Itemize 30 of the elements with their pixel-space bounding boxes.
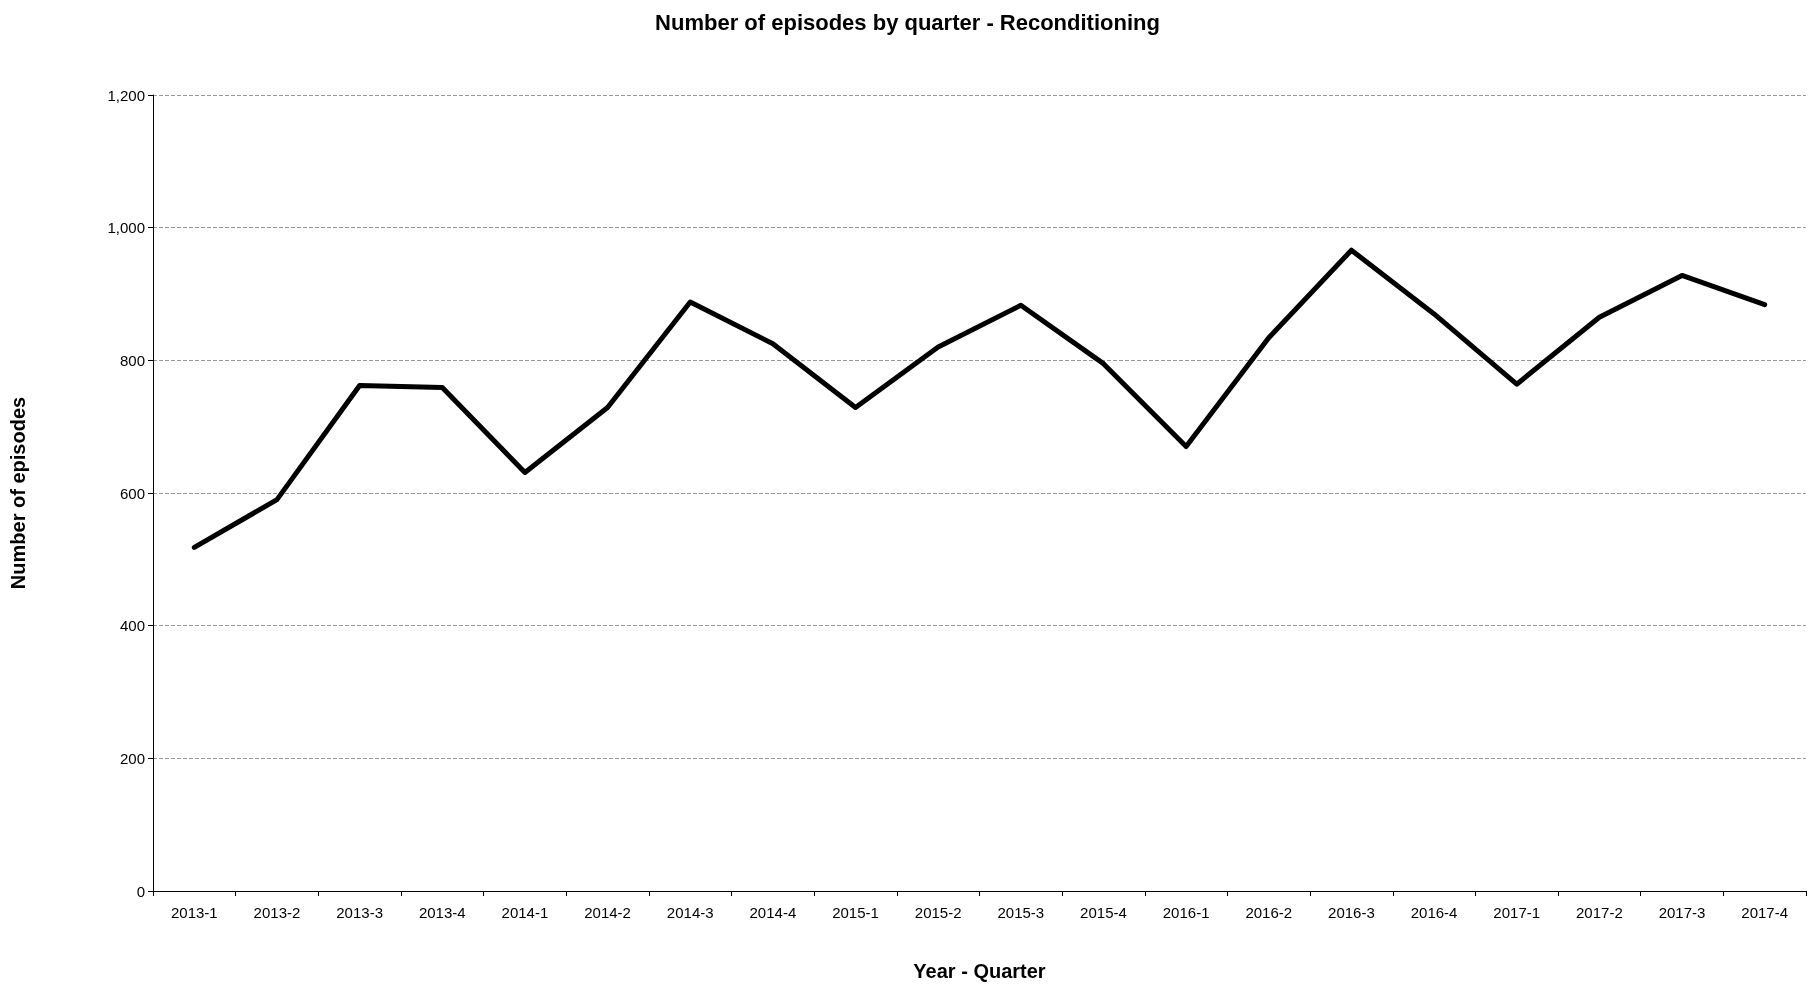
y-tick-label: 1,200 bbox=[107, 86, 145, 104]
x-tick-label: 2015-3 bbox=[997, 904, 1045, 921]
chart-title: Number of episodes by quarter - Reconditioning bbox=[655, 9, 1160, 35]
x-tick-label: 2017-1 bbox=[1493, 904, 1541, 921]
x-tick-label: 2014-1 bbox=[501, 904, 549, 921]
x-tick-label: 2015-1 bbox=[832, 904, 879, 921]
x-tick-label: 2013-2 bbox=[253, 904, 301, 921]
x-tick-label: 2013-4 bbox=[418, 904, 466, 921]
x-tick-label: 2016-4 bbox=[1410, 904, 1458, 921]
x-tick-label: 2016-1 bbox=[1162, 904, 1210, 921]
x-tick-label: 2017-4 bbox=[1741, 904, 1789, 921]
y-tick-label: 600 bbox=[119, 484, 145, 502]
x-tick-label: 2016-3 bbox=[1328, 904, 1375, 921]
x-tick-label: 2014-4 bbox=[749, 904, 797, 921]
y-tick-label: 800 bbox=[119, 351, 145, 369]
y-tick-label: 400 bbox=[119, 617, 145, 635]
y-tick-label: 0 bbox=[136, 882, 145, 900]
x-tick-label: 2014-2 bbox=[584, 904, 631, 921]
x-tick-label: 2013-3 bbox=[336, 904, 383, 921]
y-tick-label: 200 bbox=[119, 749, 145, 767]
x-tick-label: 2016-2 bbox=[1245, 904, 1293, 921]
y-tick-label: 1,000 bbox=[107, 219, 145, 237]
x-tick-label: 2015-4 bbox=[1080, 904, 1127, 921]
x-tick-label: 2017-3 bbox=[1658, 904, 1706, 921]
x-tick-label: 2014-3 bbox=[666, 904, 714, 921]
x-axis-title: Year - Quarter bbox=[913, 960, 1046, 982]
x-tick-label: 2013-1 bbox=[170, 904, 218, 921]
y-axis-title: Number of episodes bbox=[7, 396, 29, 590]
x-tick-label: 2017-2 bbox=[1576, 904, 1623, 921]
x-tick-label: 2015-2 bbox=[914, 904, 962, 921]
